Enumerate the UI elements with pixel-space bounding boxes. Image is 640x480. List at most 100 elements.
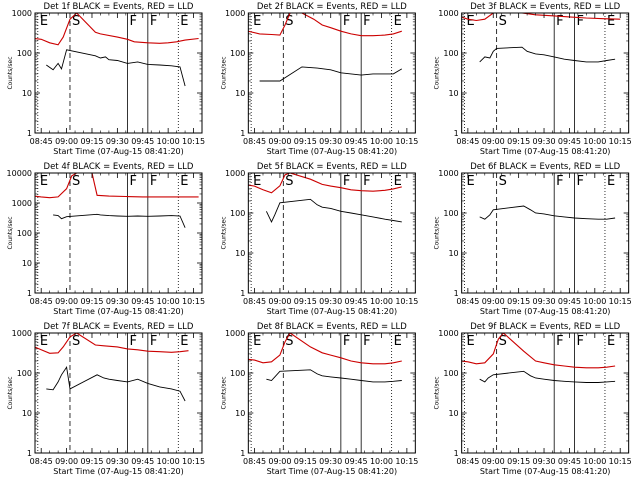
marker-label-f: F [576, 334, 583, 349]
marker-label-f: F [150, 334, 157, 349]
series-lld [248, 333, 402, 365]
y-axis-label: Counts/sec [220, 216, 227, 249]
panel-title: Det 3f BLACK = Events, RED = LLD [470, 2, 620, 12]
x-tick-label: 09:15 [294, 137, 317, 146]
x-tick-label: 08:45 [30, 297, 53, 306]
y-tick-label: 100 [17, 369, 32, 378]
marker-label-e: E [40, 334, 48, 349]
y-axis-label: Counts/sec [220, 376, 227, 409]
y-tick-label: 10 [22, 259, 32, 268]
x-tick-label: 09:00 [482, 137, 505, 146]
marker-label-s: S [72, 174, 80, 189]
panel-title: Det 7f BLACK = Events, RED = LLD [44, 322, 194, 332]
series-lld [461, 333, 616, 369]
panel-title: Det 5f BLACK = Events, RED = LLD [257, 162, 407, 172]
series-lld [248, 13, 402, 37]
x-tick-label: 10:00 [583, 297, 606, 306]
x-tick-label: 10:15 [182, 137, 205, 146]
x-tick-label: 10:00 [370, 457, 393, 466]
series-events [46, 49, 186, 87]
x-tick-label: 10:00 [583, 457, 606, 466]
x-tick-label: 09:15 [80, 297, 103, 306]
series-events [479, 46, 616, 63]
marker-label-f: F [130, 174, 137, 189]
x-axis-label: Start Time (07-Aug-15 08:41:20) [267, 467, 398, 476]
x-axis-label: Start Time (07-Aug-15 08:41:20) [480, 307, 611, 316]
x-tick-label: 10:00 [370, 297, 393, 306]
panel-det-8: Det 8f BLACK = Events, RED = LLD E S F F E 1 10… [220, 322, 418, 476]
x-axis-label: Start Time (07-Aug-15 08:41:20) [267, 307, 398, 316]
x-tick-label: 08:45 [30, 137, 53, 146]
marker-label-f: F [576, 174, 583, 189]
y-axis-label: Counts/sec [434, 56, 441, 89]
marker-label-s: S [499, 14, 507, 29]
marker-label-e: E [253, 14, 261, 29]
panel-det-5: Det 5f BLACK = Events, RED = LLD E S F F E 1 10… [220, 162, 418, 316]
marker-label-f: F [150, 14, 157, 29]
x-axis-label: Start Time (07-Aug-15 08:41:20) [53, 467, 184, 476]
panel-det-3: Det 3f BLACK = Events, RED = LLD E S F F E 1 10… [434, 2, 632, 156]
x-tick-label: 09:45 [558, 297, 581, 306]
panel-det-1: Det 1f BLACK = Events, RED = LLD E S F F E 1 10… [7, 2, 205, 156]
x-tick-label: 09:30 [533, 297, 556, 306]
x-tick-label: 10:15 [609, 457, 632, 466]
x-tick-label: 10:15 [609, 297, 632, 306]
y-tick-label: 1000 [12, 199, 32, 208]
x-tick-label: 09:15 [507, 457, 530, 466]
x-tick-label: 10:15 [609, 137, 632, 146]
x-tick-label: 09:30 [533, 137, 556, 146]
y-tick-label: 10 [448, 249, 458, 258]
y-tick-label: 1000 [12, 9, 32, 18]
x-tick-label: 09:15 [80, 137, 103, 146]
marker-label-f: F [576, 14, 583, 29]
series-events [479, 370, 616, 383]
y-axis-label: Counts/sec [434, 216, 441, 249]
y-tick-label: 1000 [225, 329, 245, 338]
y-tick-label: 1000 [225, 169, 245, 178]
y-tick-label: 100 [443, 49, 458, 58]
y-tick-label: 10 [235, 409, 245, 418]
plot-frame [34, 332, 203, 454]
x-tick-label: 09:15 [294, 457, 317, 466]
panel-title: Det 2f BLACK = Events, RED = LLD [257, 2, 407, 12]
marker-label-e: E [466, 334, 474, 349]
series-events [46, 365, 186, 402]
x-tick-label: 09:45 [558, 457, 581, 466]
plot-frame [34, 12, 203, 134]
marker-label-e: E [40, 14, 48, 29]
marker-label-e: E [607, 334, 615, 349]
x-tick-label: 08:45 [456, 297, 479, 306]
plot-frame [461, 332, 630, 454]
x-axis-label: Start Time (07-Aug-15 08:41:20) [53, 307, 184, 316]
x-tick-label: 09:30 [319, 297, 342, 306]
marker-label-f: F [556, 174, 563, 189]
marker-label-e: E [466, 174, 474, 189]
y-tick-label: 10 [235, 249, 245, 258]
y-axis-label: Counts/sec [7, 216, 14, 249]
marker-label-f: F [150, 174, 157, 189]
y-tick-label: 1 [240, 449, 245, 458]
series-events [266, 369, 402, 383]
x-tick-label: 09:45 [345, 297, 368, 306]
marker-label-f: F [556, 14, 563, 29]
marker-label-s: S [72, 334, 80, 349]
y-axis-label: Counts/sec [220, 56, 227, 89]
x-tick-label: 10:15 [395, 457, 418, 466]
x-tick-label: 09:00 [55, 457, 78, 466]
marker-label-s: S [499, 174, 507, 189]
y-tick-label: 10000 [7, 169, 32, 178]
series-group [248, 333, 402, 383]
x-tick-label: 10:15 [182, 297, 205, 306]
x-tick-label: 09:30 [319, 457, 342, 466]
y-tick-label: 10 [448, 409, 458, 418]
series-lld [35, 333, 189, 354]
marker-label-e: E [180, 174, 188, 189]
x-axis-label: Start Time (07-Aug-15 08:41:20) [267, 147, 398, 156]
y-tick-label: 100 [443, 369, 458, 378]
y-tick-label: 1000 [225, 9, 245, 18]
marker-label-f: F [343, 174, 350, 189]
y-tick-label: 1 [454, 449, 459, 458]
plot-frame [461, 12, 630, 134]
x-tick-label: 08:45 [243, 457, 266, 466]
x-tick-label: 09:15 [80, 457, 103, 466]
